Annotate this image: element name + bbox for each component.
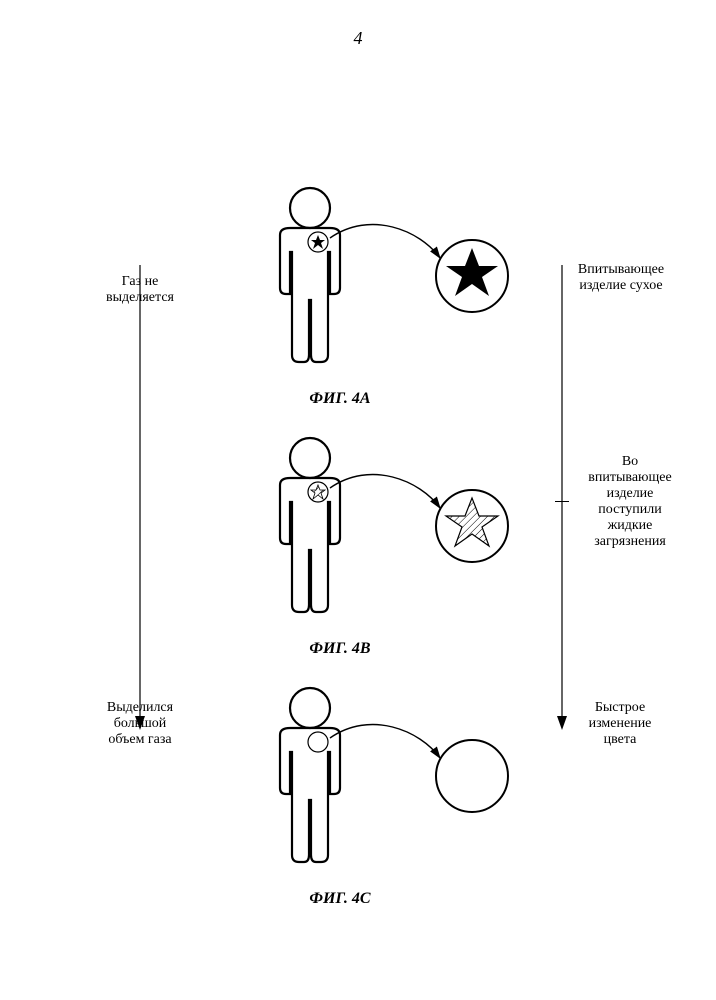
star-icon [446,248,498,296]
figure-label-4b: ФИГ. 4B [260,640,420,658]
figure-4c [220,680,580,890]
chest-indicator-empty [308,732,328,752]
person-icon [280,438,340,612]
left-axis-bottom-label: Выделился большой объем газа [80,700,200,748]
figure-label-4a: ФИГ. 4A [260,390,420,408]
star-icon [311,485,325,499]
left-axis-top-label: Газ не выделяется [80,274,200,306]
chest-indicator-solid [308,232,328,252]
star-icon [446,498,498,546]
chest-indicator-hatched [308,482,328,502]
callout-circle [436,740,508,812]
left-axis-arrow [126,250,156,750]
person-icon [280,688,340,862]
figure-4a [220,180,580,390]
page-number: 4 [0,28,716,49]
callout-circle [436,490,508,562]
callout-arrow [330,225,440,258]
callout-circle [436,240,508,312]
callout-arrow [330,475,440,508]
figure-4b [220,430,580,640]
person-icon [280,188,340,362]
figure-label-4c: ФИГ. 4C [260,890,420,908]
right-axis-mid-label: Во впитывающее изделие поступили жидкие … [570,454,690,551]
star-icon [311,235,325,249]
callout-arrow [330,725,440,758]
